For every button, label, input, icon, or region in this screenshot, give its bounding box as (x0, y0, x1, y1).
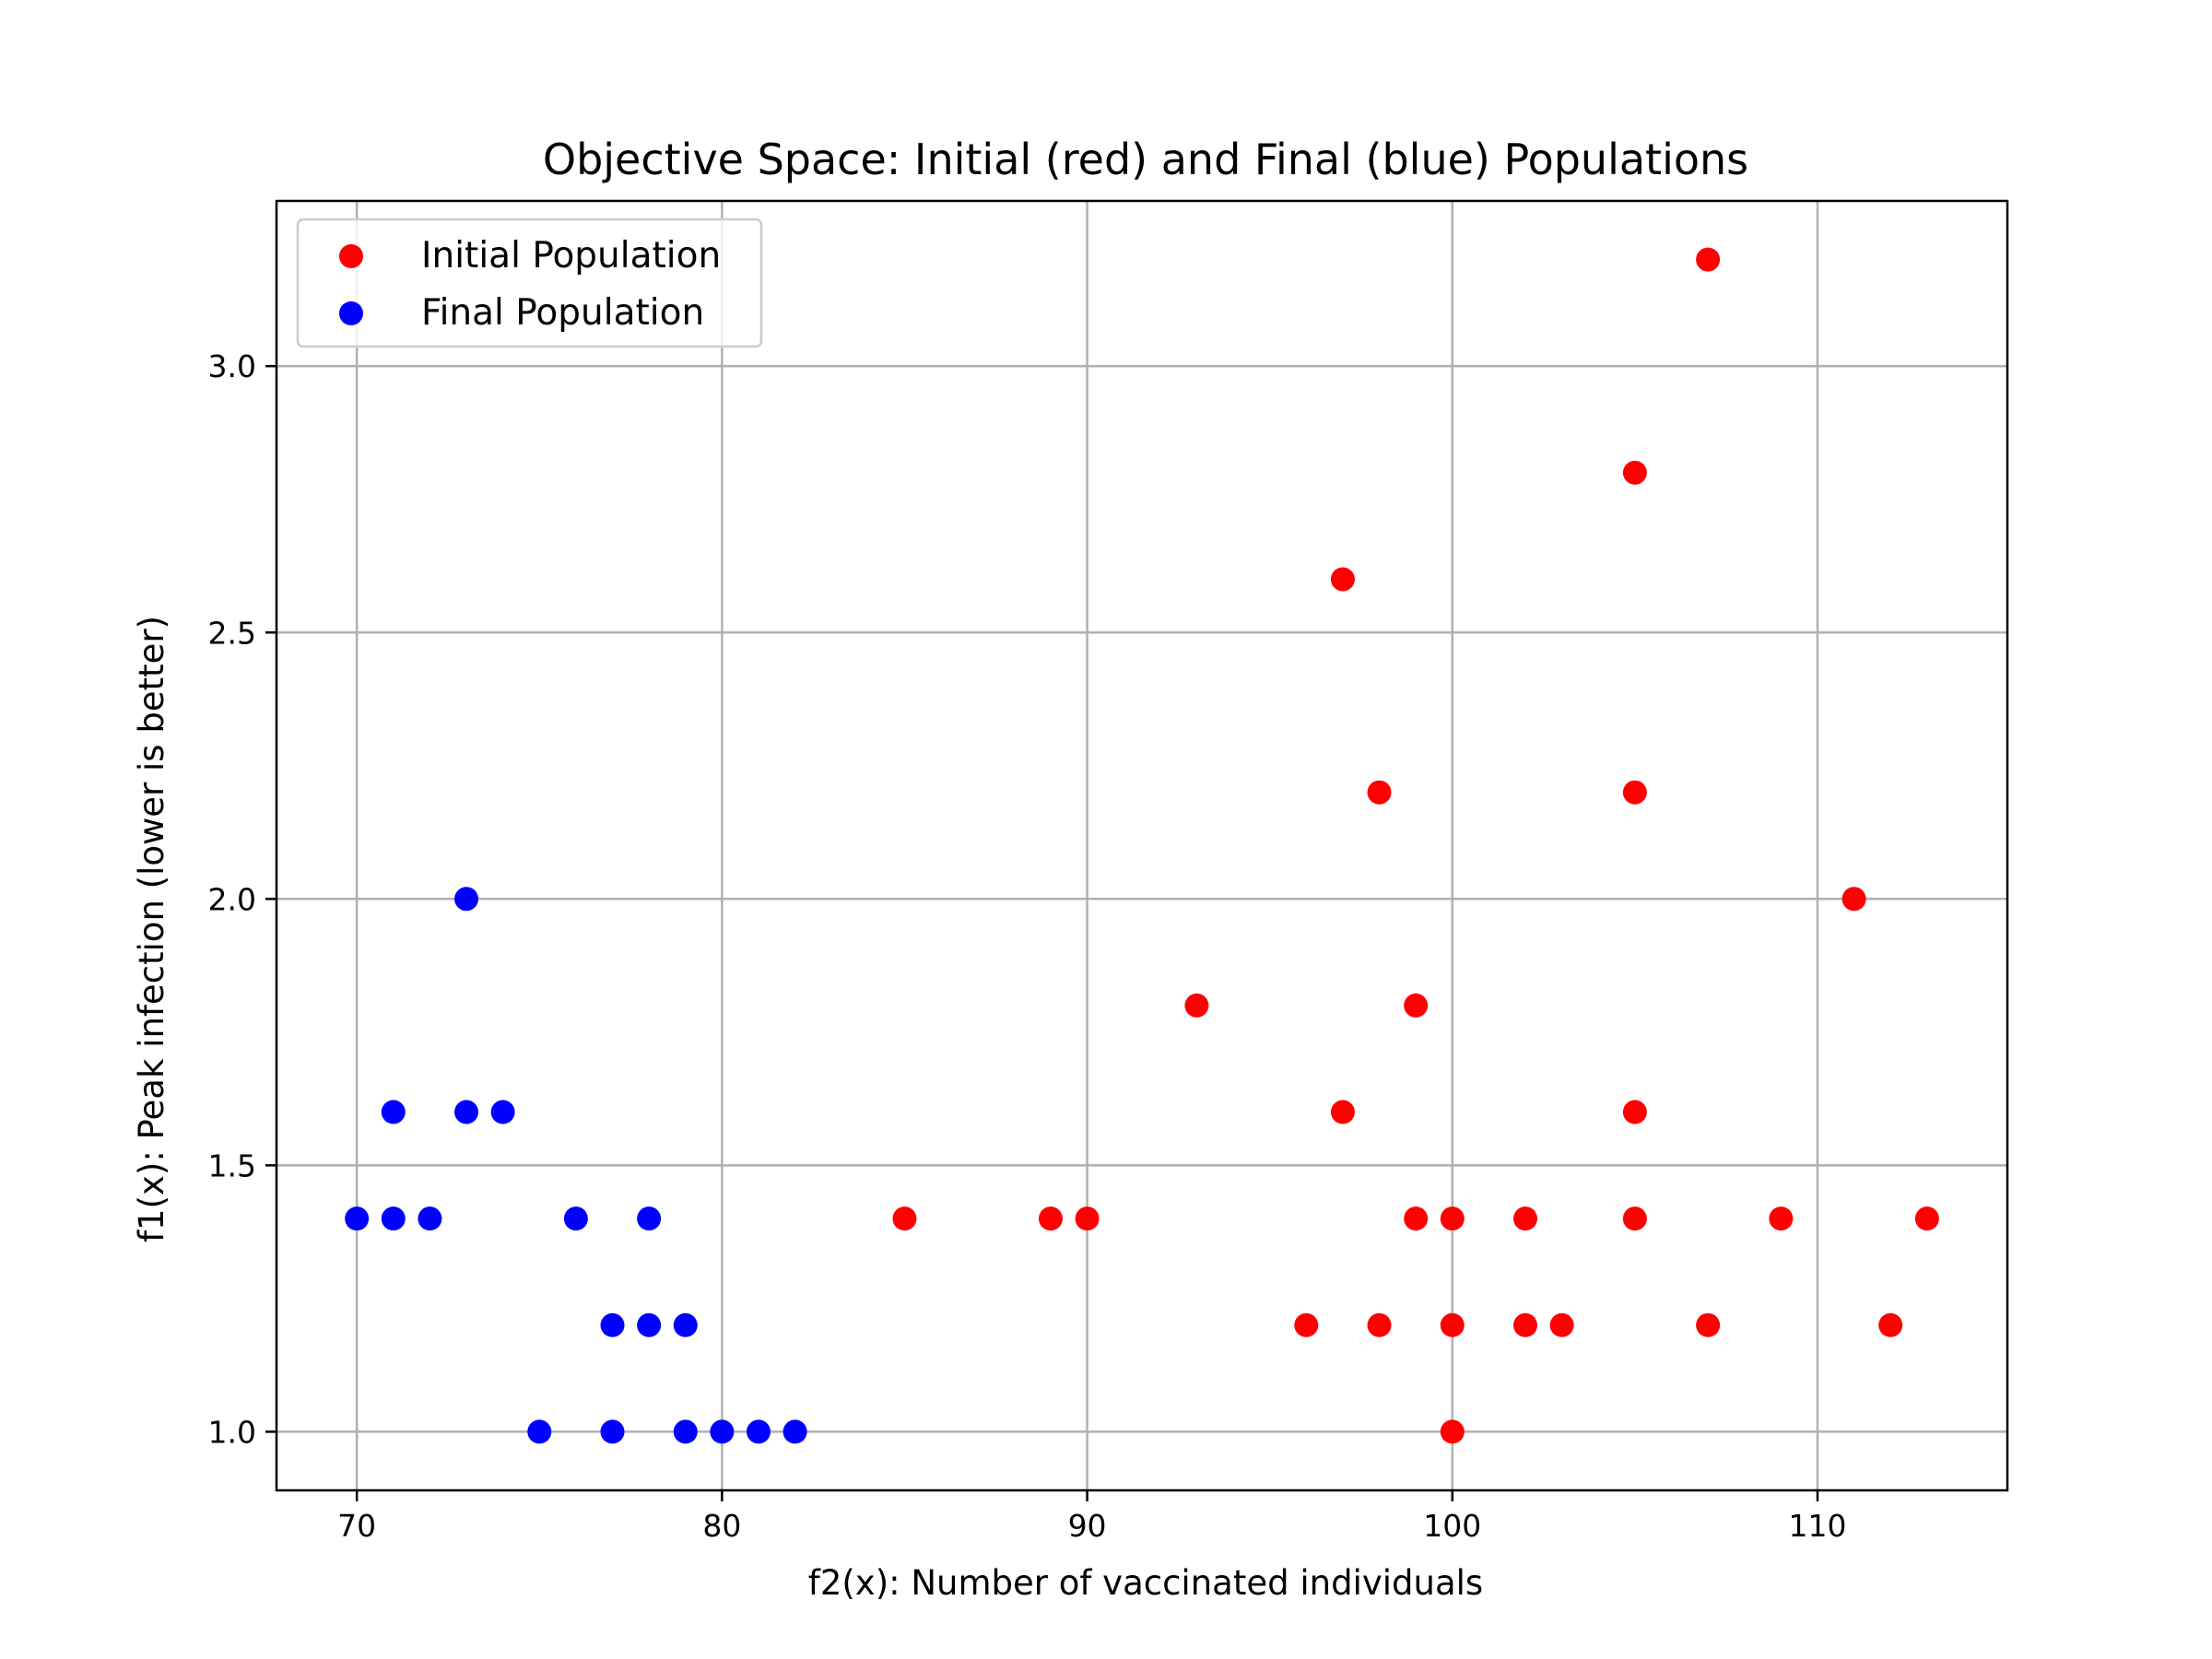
final-population-point (418, 1206, 442, 1231)
final-population-point (563, 1206, 588, 1231)
initial-population-point (1330, 1100, 1355, 1124)
x-axis-label: f2(x): Number of vaccinated individuals (808, 1563, 1483, 1603)
final-population-point (381, 1206, 406, 1231)
legend: Initial Population Final Population (296, 218, 763, 348)
final-population-point (600, 1419, 625, 1444)
final-population-point (527, 1419, 552, 1444)
final-population-point (746, 1419, 771, 1444)
x-tick-label: 90 (1068, 1508, 1107, 1544)
initial-population-point (1878, 1312, 1903, 1337)
initial-population-point (1440, 1312, 1465, 1337)
legend-label-final: Final Population (421, 292, 704, 334)
initial-population-point (1075, 1206, 1100, 1231)
final-population-point (381, 1100, 406, 1124)
initial-population-point (1914, 1206, 1939, 1231)
initial-population-point (1622, 460, 1647, 485)
chart-title: Objective Space: Initial (red) and Final… (543, 135, 1748, 184)
legend-marker-initial (339, 244, 363, 268)
initial-population-point (1038, 1206, 1063, 1231)
axis-ticks: 70 80 90 100 110 1.0 1.5 2.0 2.5 3.0 (208, 348, 1847, 1544)
initial-population-point (1330, 567, 1355, 592)
initial-population-point (1513, 1206, 1538, 1231)
final-population-point (673, 1419, 698, 1444)
x-tick-label: 100 (1423, 1508, 1481, 1544)
grid-lines (276, 201, 2007, 1490)
initial-population-point (1696, 247, 1721, 272)
initial-population-point (1696, 1312, 1721, 1337)
final-population-point (637, 1312, 662, 1337)
legend-label-initial: Initial Population (421, 235, 721, 276)
final-population-point (600, 1312, 625, 1337)
initial-population-point (1294, 1312, 1319, 1337)
initial-population-point (1513, 1312, 1538, 1337)
initial-population-point (1841, 887, 1866, 912)
final-population-point (345, 1206, 370, 1231)
final-population-point (454, 1100, 479, 1124)
x-tick-label: 110 (1788, 1508, 1846, 1544)
legend-marker-final (339, 301, 363, 325)
initial-population-point (1367, 1312, 1392, 1337)
data-points (345, 247, 1939, 1444)
y-tick-label: 2.5 (208, 615, 256, 651)
initial-population-point (1404, 1206, 1429, 1231)
initial-population-point (1622, 1100, 1647, 1124)
final-population-point (490, 1100, 515, 1124)
final-population-point (782, 1419, 807, 1444)
initial-population-point (1184, 993, 1209, 1018)
final-population-point (454, 887, 479, 912)
x-tick-label: 70 (337, 1508, 376, 1544)
initial-population-point (1622, 1206, 1647, 1231)
plot-frame (275, 199, 2009, 1492)
x-tick-label: 80 (702, 1508, 741, 1544)
initial-population-point (1440, 1419, 1465, 1444)
y-axis-label: f1(x): Peak infection (lower is better) (132, 616, 171, 1242)
initial-population-point (1769, 1206, 1794, 1231)
y-tick-label: 2.0 (208, 881, 256, 917)
final-population-point (637, 1206, 662, 1231)
final-population-point (710, 1419, 735, 1444)
initial-population-point (1367, 780, 1392, 805)
initial-population-point (1549, 1312, 1574, 1337)
legend-box (296, 218, 763, 348)
initial-population-point (1404, 993, 1429, 1018)
y-tick-label: 1.5 (208, 1147, 256, 1183)
y-tick-label: 3.0 (208, 348, 256, 384)
initial-population-point (1622, 780, 1647, 805)
initial-population-point (892, 1206, 917, 1231)
initial-population-point (1440, 1206, 1465, 1231)
y-tick-label: 1.0 (208, 1414, 256, 1450)
final-population-point (673, 1312, 698, 1337)
